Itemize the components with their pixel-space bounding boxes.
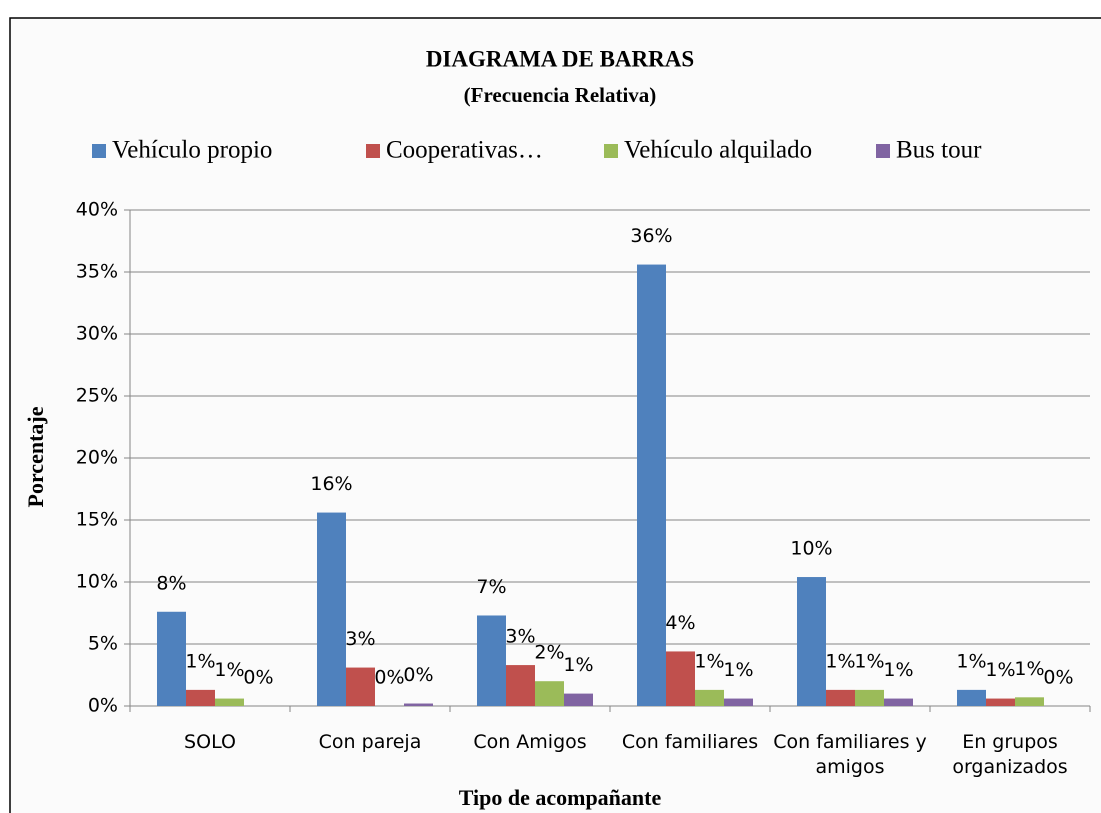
y-tick-label: 15% <box>76 509 118 531</box>
chart-subtitle: (Frecuencia Relativa) <box>464 83 657 107</box>
bar <box>477 615 506 706</box>
bar <box>1015 697 1044 706</box>
legend-swatch <box>92 144 106 158</box>
bar <box>797 577 826 706</box>
x-tick-label: Con pareja <box>318 731 422 753</box>
bar <box>724 698 753 706</box>
x-tick-label: Con familiares y amigos <box>773 731 927 778</box>
data-label: 1% <box>563 654 593 676</box>
bar <box>666 651 695 706</box>
data-label: 0% <box>403 664 433 686</box>
bar <box>186 689 215 706</box>
bar <box>986 698 1015 706</box>
x-tick-label: SOLO <box>184 731 236 753</box>
data-label: 1% <box>185 650 215 672</box>
y-tick-label: 35% <box>76 261 118 283</box>
legend-label: Bus tour <box>896 137 982 164</box>
x-tick-label: En grupos organizados <box>952 731 1068 778</box>
data-label: 1% <box>214 659 244 681</box>
legend-label: Vehículo alquilado <box>624 137 812 164</box>
data-label: 0% <box>374 667 404 689</box>
data-label: 0% <box>243 667 273 689</box>
y-tick-label: 40% <box>76 199 118 221</box>
legend-label: Cooperativas… <box>386 137 543 164</box>
data-label: 1% <box>883 659 913 681</box>
bar <box>404 703 433 706</box>
bar <box>695 689 724 706</box>
bar <box>957 689 986 706</box>
data-label: 10% <box>790 538 832 560</box>
bar <box>535 681 564 706</box>
y-tick-label: 0% <box>88 695 118 717</box>
bar <box>157 611 186 706</box>
bar <box>855 689 884 706</box>
data-label: 3% <box>505 626 535 648</box>
data-label: 1% <box>985 659 1015 681</box>
bar <box>637 264 666 706</box>
chart-frame <box>9 17 1101 813</box>
y-tick-label: 5% <box>88 633 118 655</box>
bar <box>826 689 855 706</box>
data-label: 0% <box>1043 667 1073 689</box>
bar <box>215 698 244 706</box>
data-label: 1% <box>723 659 753 681</box>
data-label: 8% <box>156 572 186 594</box>
bar <box>317 512 346 706</box>
data-label: 36% <box>630 225 672 247</box>
legend-swatch <box>876 144 890 158</box>
chart-title: DIAGRAMA DE BARRAS <box>426 46 694 71</box>
x-axis-label: Tipo de acompañante <box>459 785 662 810</box>
data-label: 4% <box>665 612 695 634</box>
y-tick-label: 30% <box>76 323 118 345</box>
x-tick-label: Con Amigos <box>473 731 587 753</box>
x-tick-label: Con familiares <box>621 731 759 753</box>
y-tick-label: 10% <box>76 571 118 593</box>
data-label: 2% <box>534 642 564 664</box>
data-label: 1% <box>956 650 986 672</box>
legend-label: Vehículo propio <box>112 137 272 164</box>
data-label: 7% <box>476 576 506 598</box>
data-label: 1% <box>1014 658 1044 680</box>
legend-swatch <box>604 144 618 158</box>
bar <box>884 698 913 706</box>
bar <box>564 693 593 706</box>
y-tick-label: 25% <box>76 385 118 407</box>
data-label: 3% <box>345 628 375 650</box>
y-tick-label: 20% <box>76 447 118 469</box>
data-label: 1% <box>694 650 724 672</box>
data-label: 1% <box>825 650 855 672</box>
bar <box>346 667 375 706</box>
y-axis-label: Porcentaje <box>23 406 48 507</box>
data-label: 1% <box>854 650 884 672</box>
bar <box>506 665 535 706</box>
legend-swatch <box>366 144 380 158</box>
data-label: 16% <box>310 473 352 495</box>
